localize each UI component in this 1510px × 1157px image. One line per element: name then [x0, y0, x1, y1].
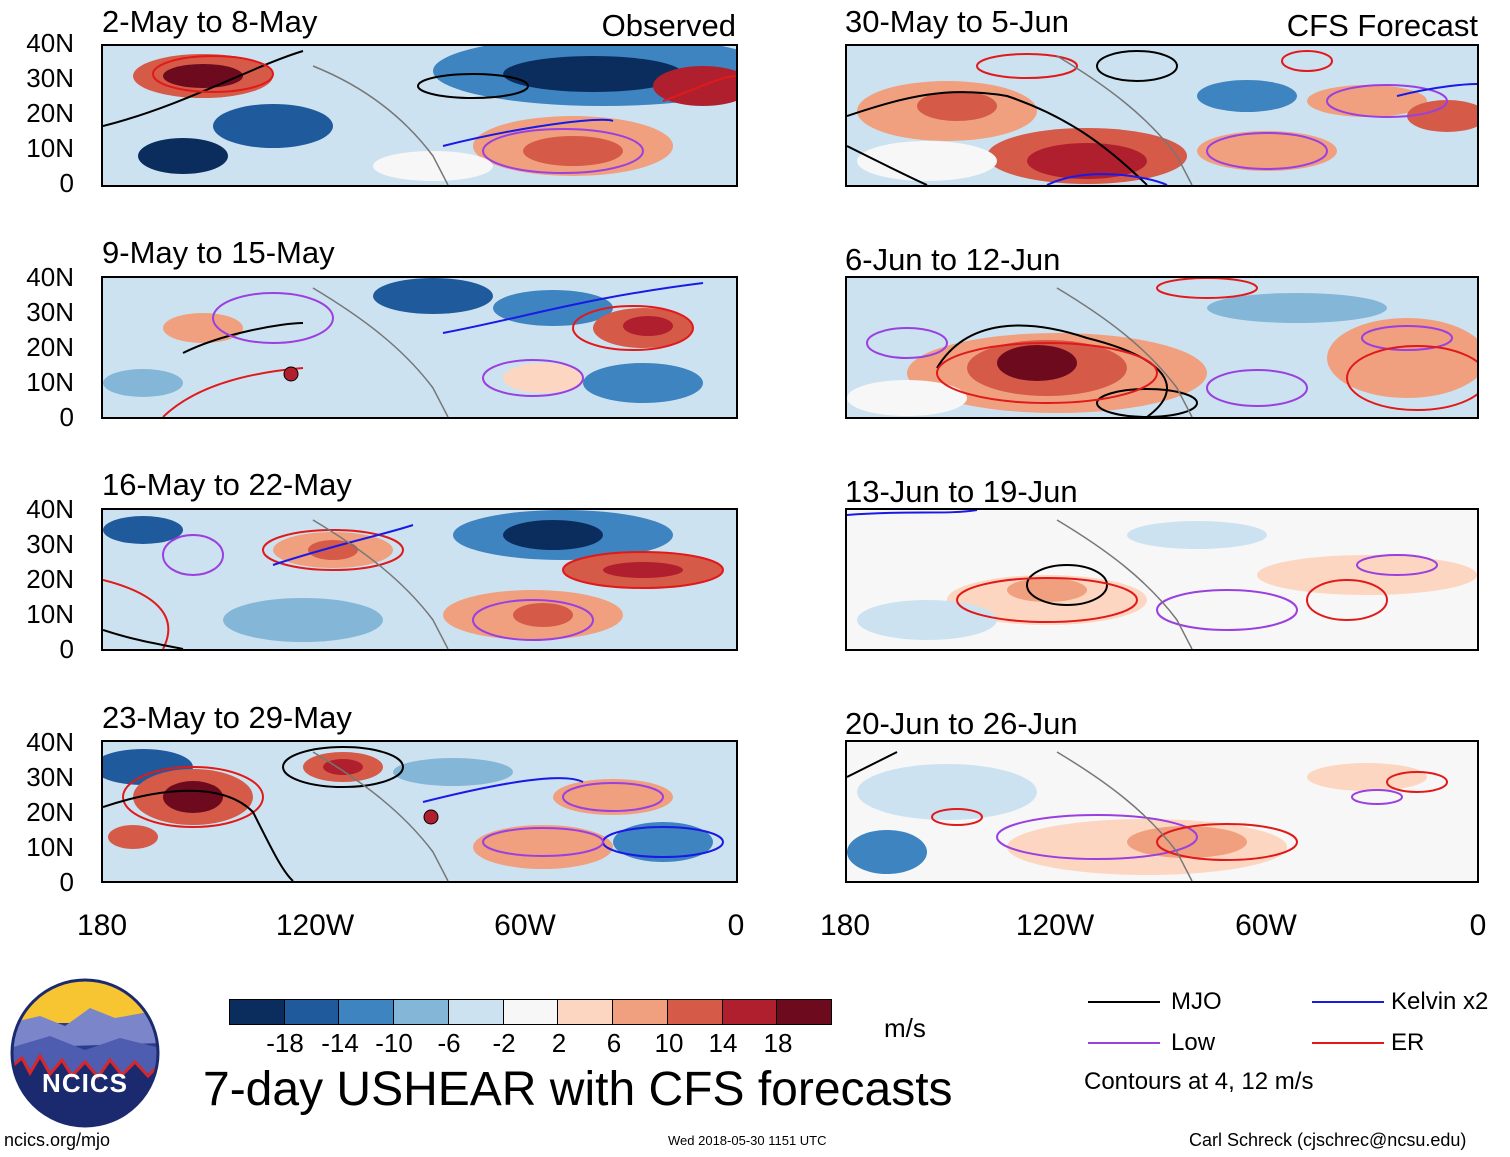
- colorbar-swatch: [613, 1000, 668, 1024]
- y-tick-label: 10N: [26, 133, 74, 163]
- observed-header: Observed: [601, 8, 736, 43]
- panel-title: 6-Jun to 12-Jun: [845, 242, 1061, 277]
- shear-map: [847, 46, 1477, 185]
- shear-map: [103, 46, 736, 185]
- colorbar-swatch: [777, 1000, 832, 1024]
- colorbar-swatch: [722, 1000, 778, 1024]
- y-tick-label: 40N: [26, 727, 74, 757]
- colorbar-swatch: [394, 1000, 449, 1024]
- y-tick-label: 30N: [26, 63, 74, 93]
- x-tick-label: 120W: [1015, 909, 1095, 942]
- colorbar-swatch: [230, 1000, 285, 1024]
- x-tick-label: 0: [1469, 909, 1487, 942]
- panel-title: 9-May to 15-May: [102, 235, 335, 270]
- footer-url: ncics.org/mjo: [4, 1130, 111, 1150]
- y-tick-label: 30N: [26, 297, 74, 327]
- y-tick-label: 30N: [26, 529, 74, 559]
- x-tick-label: 60W: [494, 909, 556, 942]
- colorbar-tick: 14: [708, 1028, 738, 1058]
- panel-title: 30-May to 5-Jun: [845, 4, 1069, 39]
- logo-text: NCICS: [42, 1068, 128, 1098]
- shear-map: [847, 510, 1477, 649]
- map-panel-observed-1: [101, 44, 738, 187]
- cfs-forecast-header: CFS Forecast: [1286, 8, 1478, 43]
- colorbar-units: m/s: [884, 1013, 926, 1043]
- legend-swatch-kelvin: [1312, 1001, 1384, 1003]
- panel-title: 16-May to 22-May: [102, 467, 352, 502]
- y-tick-label: 20N: [26, 797, 74, 827]
- legend-swatch-low: [1088, 1042, 1160, 1044]
- colorbar-tick: -18: [266, 1028, 304, 1058]
- map-panel-forecast-1: [845, 44, 1479, 187]
- footer-author: Carl Schreck (cjschrec@ncsu.edu): [1189, 1130, 1467, 1150]
- footer-timestamp: Wed 2018-05-30 1151 UTC: [668, 1133, 827, 1148]
- panel-title: 2-May to 8-May: [102, 4, 318, 39]
- shear-map: [847, 278, 1477, 417]
- colorbar-swatch: [448, 1000, 504, 1024]
- map-panel-forecast-3: [845, 508, 1479, 651]
- colorbar-tick: 10: [654, 1028, 684, 1058]
- colorbar-tick: 6: [606, 1028, 622, 1058]
- shear-map: [847, 742, 1477, 881]
- y-tick-label: 10N: [26, 832, 74, 862]
- x-tick-label: 180: [76, 909, 128, 942]
- colorbar-swatch: [558, 1000, 614, 1024]
- map-panel-forecast-2: [845, 276, 1479, 419]
- legend-swatch-mjo: [1088, 1001, 1160, 1003]
- colorbar-swatch: [667, 1000, 723, 1024]
- y-tick-label: 20N: [26, 98, 74, 128]
- shear-map: [103, 278, 736, 417]
- y-tick-label: 40N: [26, 262, 74, 292]
- y-tick-label: 40N: [26, 494, 74, 524]
- legend-swatch-er: [1312, 1042, 1384, 1044]
- colorbar-tick: -10: [375, 1028, 413, 1058]
- x-tick-label: 60W: [1235, 909, 1297, 942]
- y-tick-label: 20N: [26, 564, 74, 594]
- legend-label-er: ER: [1391, 1029, 1425, 1056]
- y-tick-label: 20N: [26, 332, 74, 362]
- x-tick-label: 0: [727, 909, 745, 942]
- panel-title: 13-Jun to 19-Jun: [845, 474, 1078, 509]
- y-tick-label: 10N: [26, 599, 74, 629]
- ncics-logo-icon: [10, 978, 160, 1128]
- y-tick-label: 0: [59, 867, 74, 897]
- colorbar-tick: -14: [321, 1028, 359, 1058]
- legend-label-mjo: MJO: [1171, 988, 1222, 1015]
- colorbar-swatch: [284, 1000, 340, 1024]
- ncics-logo: NCICS: [10, 978, 160, 1128]
- main-title: 7-day USHEAR with CFS forecasts: [203, 1063, 953, 1116]
- y-tick-label: 0: [59, 634, 74, 664]
- legend-label-low: Low: [1171, 1029, 1216, 1056]
- colorbar-tick: -2: [492, 1028, 516, 1058]
- map-panel-observed-3: [101, 508, 738, 651]
- colorbar: [229, 999, 832, 1025]
- panel-title: 20-Jun to 26-Jun: [845, 706, 1078, 741]
- y-tick-label: 40N: [26, 28, 74, 58]
- map-panel-forecast-4: [845, 740, 1479, 883]
- shear-map: [103, 510, 736, 649]
- map-panel-observed-4: [101, 740, 738, 883]
- y-tick-label: 0: [59, 168, 74, 198]
- map-panel-observed-2: [101, 276, 738, 419]
- colorbar-tick: -6: [437, 1028, 461, 1058]
- shear-map: [103, 742, 736, 881]
- y-tick-label: 30N: [26, 762, 74, 792]
- colorbar-tick: 18: [763, 1028, 793, 1058]
- x-tick-label: 120W: [275, 909, 355, 942]
- legend-note: Contours at 4, 12 m/s: [1084, 1068, 1314, 1095]
- panel-title: 23-May to 29-May: [102, 700, 352, 735]
- colorbar-swatch: [339, 1000, 395, 1024]
- legend-label-kelvin: Kelvin x2: [1391, 988, 1489, 1015]
- y-tick-label: 10N: [26, 367, 74, 397]
- x-tick-label: 180: [819, 909, 871, 942]
- y-tick-label: 0: [59, 402, 74, 432]
- colorbar-tick: 2: [551, 1028, 567, 1058]
- colorbar-swatch: [503, 1000, 559, 1024]
